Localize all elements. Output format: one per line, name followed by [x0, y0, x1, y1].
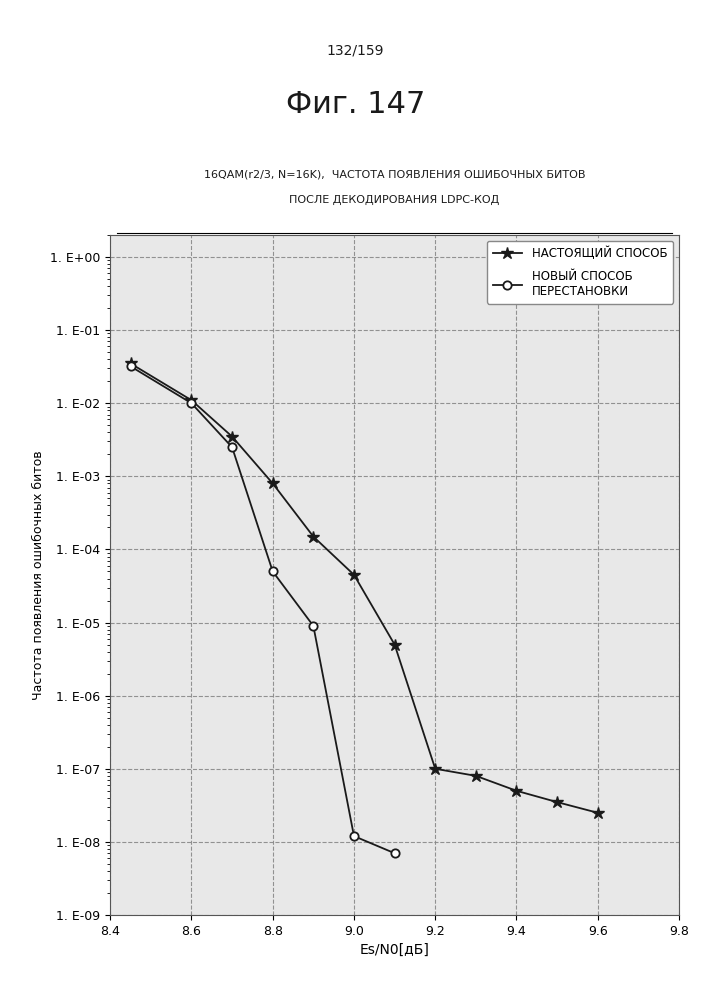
Text: ПОСЛЕ ДЕКОДИРОВАНИЯ LDPC-КОД: ПОСЛЕ ДЕКОДИРОВАНИЯ LDPC-КОД [289, 195, 500, 205]
НАСТОЯЩИЙ СПОСОБ [269, 477, 277, 489]
НОВЫЙ СПОСОБ
ПЕРЕСТАНОВКИ [350, 830, 358, 842]
НАСТОЯЩИЙ СПОСОБ [594, 807, 602, 819]
НАСТОЯЩИЙ СПОСОБ [309, 531, 318, 543]
НАСТОЯЩИЙ СПОСОБ [512, 785, 520, 797]
НАСТОЯЩИЙ СПОСОБ [471, 770, 480, 782]
Text: 132/159: 132/159 [327, 43, 384, 57]
Line: НАСТОЯЩИЙ СПОСОБ: НАСТОЯЩИЙ СПОСОБ [124, 357, 604, 819]
НОВЫЙ СПОСОБ
ПЕРЕСТАНОВКИ [127, 360, 135, 372]
НОВЫЙ СПОСОБ
ПЕРЕСТАНОВКИ [269, 565, 277, 577]
НОВЫЙ СПОСОБ
ПЕРЕСТАНОВКИ [228, 441, 236, 453]
Text: 16QAM(r2/3, N=16K),  ЧАСТОТА ПОЯВЛЕНИЯ ОШИБОЧНЫХ БИТОВ: 16QAM(r2/3, N=16K), ЧАСТОТА ПОЯВЛЕНИЯ ОШ… [204, 170, 585, 180]
НАСТОЯЩИЙ СПОСОБ [228, 431, 236, 443]
НАСТОЯЩИЙ СПОСОБ [187, 394, 196, 406]
НАСТОЯЩИЙ СПОСОБ [431, 763, 439, 775]
Legend: НАСТОЯЩИЙ СПОСОБ, НОВЫЙ СПОСОБ
ПЕРЕСТАНОВКИ: НАСТОЯЩИЙ СПОСОБ, НОВЫЙ СПОСОБ ПЕРЕСТАНО… [487, 241, 673, 304]
НАСТОЯЩИЙ СПОСОБ [390, 639, 399, 651]
НОВЫЙ СПОСОБ
ПЕРЕСТАНОВКИ [309, 620, 318, 632]
Line: НОВЫЙ СПОСОБ
ПЕРЕСТАНОВКИ: НОВЫЙ СПОСОБ ПЕРЕСТАНОВКИ [127, 362, 399, 857]
Text: Фиг. 147: Фиг. 147 [286, 90, 425, 119]
X-axis label: Es/N0[дБ]: Es/N0[дБ] [360, 943, 429, 957]
Y-axis label: Частота появления ошибочных битов: Частота появления ошибочных битов [31, 450, 45, 700]
НАСТОЯЩИЙ СПОСОБ [553, 796, 562, 808]
НАСТОЯЩИЙ СПОСОБ [350, 569, 358, 581]
НАСТОЯЩИЙ СПОСОБ [127, 357, 135, 369]
НОВЫЙ СПОСОБ
ПЕРЕСТАНОВКИ [390, 847, 399, 859]
НОВЫЙ СПОСОБ
ПЕРЕСТАНОВКИ [187, 397, 196, 409]
